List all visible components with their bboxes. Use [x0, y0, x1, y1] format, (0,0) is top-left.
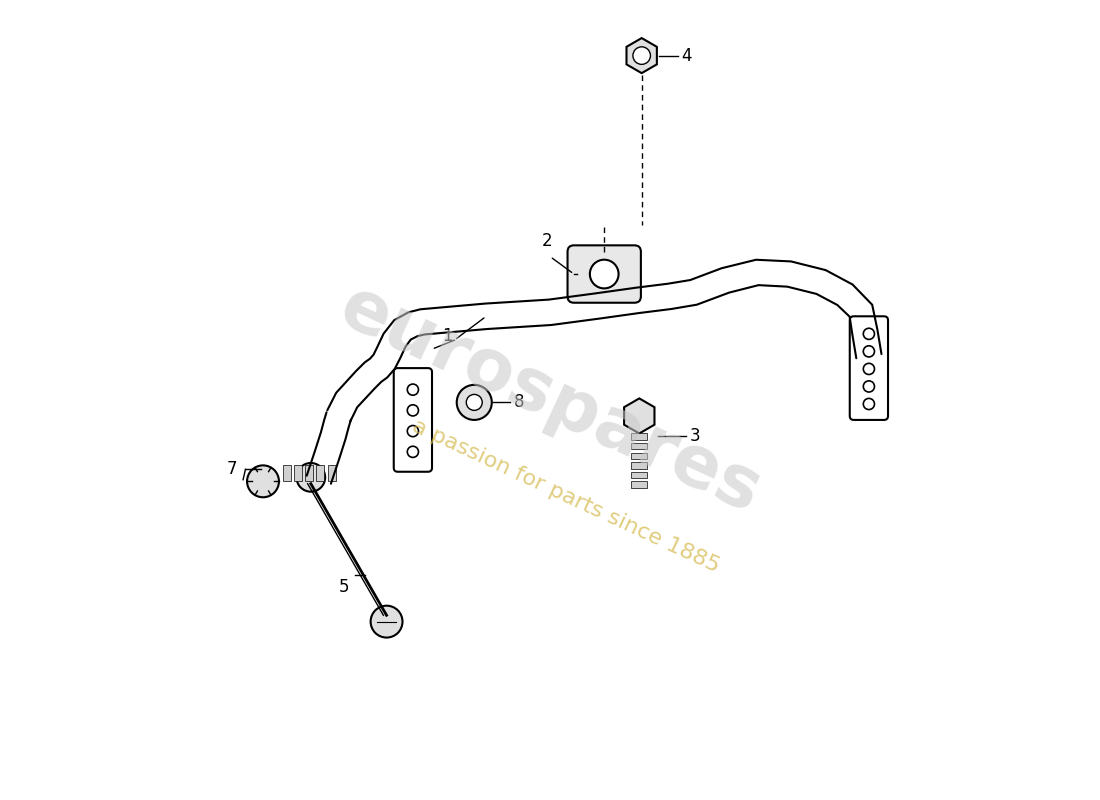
Text: 4: 4 [682, 46, 692, 65]
Text: a passion for parts since 1885: a passion for parts since 1885 [409, 415, 723, 576]
Circle shape [864, 381, 874, 392]
Circle shape [407, 446, 418, 458]
FancyBboxPatch shape [631, 472, 647, 478]
Circle shape [407, 426, 418, 437]
Circle shape [864, 328, 874, 339]
FancyBboxPatch shape [394, 368, 432, 472]
FancyBboxPatch shape [631, 453, 647, 459]
Text: 5: 5 [339, 578, 349, 596]
Circle shape [297, 463, 326, 492]
Circle shape [407, 384, 418, 395]
Text: 3: 3 [690, 427, 700, 445]
Circle shape [864, 363, 874, 374]
FancyBboxPatch shape [631, 443, 647, 450]
Text: 7: 7 [227, 460, 238, 478]
FancyBboxPatch shape [283, 465, 290, 481]
FancyBboxPatch shape [328, 465, 336, 481]
FancyBboxPatch shape [306, 465, 313, 481]
Text: 1: 1 [442, 327, 453, 346]
Text: 2: 2 [542, 231, 552, 250]
Circle shape [864, 398, 874, 410]
Circle shape [371, 606, 403, 638]
Circle shape [248, 466, 279, 498]
Circle shape [466, 394, 482, 410]
FancyBboxPatch shape [568, 246, 641, 302]
FancyBboxPatch shape [631, 482, 647, 488]
Text: eurospares: eurospares [329, 272, 771, 528]
FancyBboxPatch shape [294, 465, 302, 481]
Circle shape [864, 346, 874, 357]
FancyBboxPatch shape [317, 465, 324, 481]
Text: 8: 8 [514, 394, 525, 411]
FancyBboxPatch shape [850, 316, 888, 420]
FancyBboxPatch shape [631, 462, 647, 469]
Circle shape [632, 47, 650, 64]
FancyBboxPatch shape [631, 434, 647, 440]
Circle shape [407, 405, 418, 416]
Circle shape [456, 385, 492, 420]
Circle shape [590, 260, 618, 288]
